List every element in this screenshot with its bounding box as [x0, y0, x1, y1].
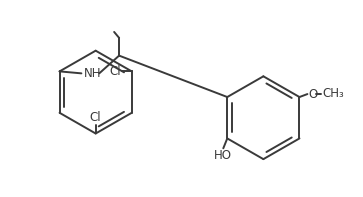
- Text: HO: HO: [214, 149, 232, 162]
- Text: O: O: [309, 87, 318, 100]
- Text: NH: NH: [83, 67, 101, 80]
- Text: CH₃: CH₃: [322, 86, 344, 99]
- Text: Cl: Cl: [109, 65, 121, 78]
- Text: Cl: Cl: [90, 111, 102, 124]
